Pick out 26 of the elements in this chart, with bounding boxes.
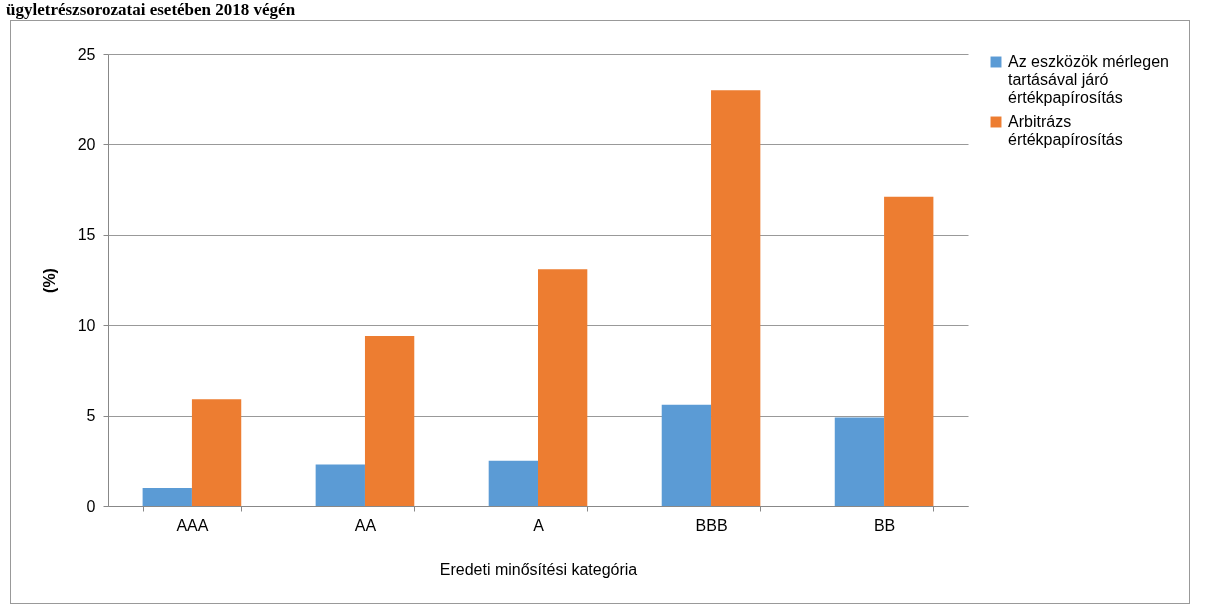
x-tick-label: A — [533, 516, 545, 534]
y-tick-label: 20 — [77, 135, 96, 153]
y-tick-label: 5 — [86, 407, 96, 425]
y-tick-label: 10 — [77, 316, 96, 334]
bar — [661, 404, 712, 506]
chart-title: ügyletrészsorozatai esetében 2018 végén — [6, 0, 297, 20]
x-tick-label: AA — [354, 516, 377, 534]
bar — [315, 464, 365, 506]
bar — [538, 269, 588, 506]
bar — [834, 417, 885, 506]
x-axis-title: Eredeti minősítési kategória — [439, 560, 638, 578]
y-tick-label: 25 — [77, 45, 96, 63]
x-tick-label: AAA — [176, 516, 209, 534]
legend-label: Az eszközök mérlegen tartásával járó értékpapírosítás — [1008, 53, 1169, 106]
legend-label: Arbitrázs értékpapírosítás — [1008, 113, 1123, 148]
y-tick-label: 15 — [77, 226, 96, 244]
bar — [142, 487, 192, 506]
x-tick-label: BBB — [695, 516, 728, 534]
y-axis-title: (%) — [40, 268, 58, 293]
bar — [364, 336, 415, 506]
bar — [884, 196, 934, 506]
bar — [488, 460, 538, 506]
y-tick-label: 0 — [86, 497, 96, 515]
x-tick-label: BB — [873, 516, 896, 534]
bar — [711, 90, 761, 506]
bar — [191, 399, 242, 506]
